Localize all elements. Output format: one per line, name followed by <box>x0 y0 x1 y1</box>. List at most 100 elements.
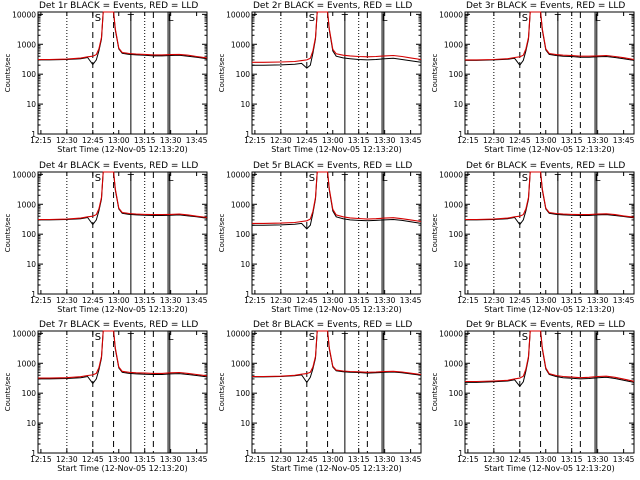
x-tick-label: 13:00 <box>535 136 557 145</box>
x-tick-label: 13:45 <box>400 296 422 305</box>
plot-frame <box>464 171 635 295</box>
detector-panel: Det 5r BLACK = Events, RED = LLD 12:15 12:… <box>218 161 422 314</box>
x-tick-label: 13:30 <box>374 455 396 464</box>
y-tick-label: 10000 <box>439 329 463 338</box>
y-tick-label: 1 <box>458 449 463 458</box>
x-tick-label: 12:30 <box>270 296 292 305</box>
x-tick-label: 12:45 <box>82 296 104 305</box>
x-tick-label: 12:30 <box>270 455 292 464</box>
y-tick-label: 100 <box>449 70 464 79</box>
y-tick-label: 10 <box>240 260 250 269</box>
event-marker-label: S <box>95 332 101 343</box>
event-marker-label: S <box>522 13 528 24</box>
event-marker-label: T <box>341 173 349 184</box>
x-tick-label: 12:30 <box>56 296 78 305</box>
event-marker-label: S <box>309 13 315 24</box>
series-line-events <box>465 171 635 226</box>
x-tick-label: 13:45 <box>186 296 208 305</box>
event-marker-label: T <box>127 13 135 24</box>
x-axis-label: Start Time (12-Nov-05 12:13:20) <box>271 464 401 473</box>
y-tick-label: 10000 <box>226 329 250 338</box>
event-marker-label: L <box>382 332 388 343</box>
x-tick-label: 12:45 <box>509 455 531 464</box>
x-tick-label: 13:15 <box>134 296 156 305</box>
x-tick-label: 13:15 <box>348 455 370 464</box>
x-tick-label: 13:30 <box>160 455 182 464</box>
series-line-events <box>252 171 422 230</box>
x-tick-label: 13:15 <box>348 136 370 145</box>
x-tick-label: 12:15 <box>244 296 266 305</box>
y-tick-label: 1 <box>458 130 463 139</box>
series-line-events <box>252 330 422 384</box>
x-tick-label: 12:15 <box>457 296 479 305</box>
x-axis-label: Start Time (12-Nov-05 12:13:20) <box>57 145 187 154</box>
x-tick-label: 13:00 <box>535 455 557 464</box>
x-tick-label: 12:30 <box>483 455 505 464</box>
y-tick-label: 10 <box>26 419 36 428</box>
y-tick-label: 10 <box>240 100 250 109</box>
y-axis-label: Counts/sec <box>218 54 226 93</box>
series-line-lld <box>38 330 208 379</box>
event-marker-label: T <box>554 173 562 184</box>
y-axis-label: Counts/sec <box>4 54 12 93</box>
series-line-lld <box>252 171 422 224</box>
plot-frame <box>251 171 422 295</box>
x-tick-label: 13:30 <box>374 136 396 145</box>
series-line-events <box>38 171 208 226</box>
y-tick-label: 100 <box>22 389 37 398</box>
series-line-events <box>38 11 208 66</box>
y-axis-label: Counts/sec <box>431 214 439 253</box>
x-tick-label: 13:45 <box>400 136 422 145</box>
y-tick-label: 1000 <box>231 200 250 209</box>
x-tick-label: 12:15 <box>457 136 479 145</box>
y-tick-label: 1000 <box>231 40 250 49</box>
series-line-lld <box>465 330 635 383</box>
y-tick-label: 10000 <box>12 329 36 338</box>
series-line-events <box>465 11 635 67</box>
detector-panel: Det 1r BLACK = Events, RED = LLD 12:15 12:… <box>4 1 208 154</box>
event-marker-label: T <box>554 332 562 343</box>
x-tick-label: 12:30 <box>56 455 78 464</box>
series-line-lld <box>38 171 208 221</box>
detector-panel: Det 8r BLACK = Events, RED = LLD 12:15 12:… <box>218 320 422 473</box>
plot-frame <box>37 330 208 454</box>
y-tick-label: 10000 <box>12 170 36 179</box>
plot-frame <box>251 330 422 454</box>
event-marker-label: T <box>127 173 135 184</box>
event-marker-label: L <box>168 173 174 184</box>
y-axis-label: Counts/sec <box>218 214 226 253</box>
panel-title: Det 9r BLACK = Events, RED = LLD <box>466 320 625 330</box>
x-axis-label: Start Time (12-Nov-05 12:13:20) <box>484 305 614 314</box>
detector-panel: Det 7r BLACK = Events, RED = LLD 12:15 12:… <box>4 320 208 473</box>
series-line-events <box>252 11 422 69</box>
x-tick-label: 13:45 <box>613 296 635 305</box>
y-tick-label: 10 <box>26 100 36 109</box>
y-axis-label: Counts/sec <box>4 214 12 253</box>
x-tick-label: 12:45 <box>509 296 531 305</box>
series-line-lld <box>465 11 635 61</box>
x-tick-label: 12:45 <box>296 136 318 145</box>
x-tick-label: 12:15 <box>30 455 52 464</box>
event-marker-label: S <box>95 13 101 24</box>
detector-panel: Det 2r BLACK = Events, RED = LLD 12:15 12:… <box>218 1 422 154</box>
y-axis-label: Counts/sec <box>431 54 439 93</box>
y-tick-label: 1000 <box>444 200 463 209</box>
x-axis-label: Start Time (12-Nov-05 12:13:20) <box>484 145 614 154</box>
y-axis-label: Counts/sec <box>4 373 12 412</box>
y-tick-label: 10000 <box>12 10 36 19</box>
x-tick-label: 13:00 <box>108 136 130 145</box>
x-tick-label: 12:45 <box>509 136 531 145</box>
y-tick-label: 1000 <box>17 200 36 209</box>
x-tick-label: 12:15 <box>30 136 52 145</box>
x-axis-label: Start Time (12-Nov-05 12:13:20) <box>57 464 187 473</box>
x-tick-label: 13:45 <box>613 136 635 145</box>
panel-title: Det 3r BLACK = Events, RED = LLD <box>466 1 625 11</box>
y-tick-label: 10 <box>453 419 463 428</box>
x-tick-label: 12:45 <box>296 455 318 464</box>
x-tick-label: 13:30 <box>587 455 609 464</box>
x-tick-label: 13:30 <box>160 136 182 145</box>
panel-title: Det 4r BLACK = Events, RED = LLD <box>39 161 198 171</box>
event-marker-label: T <box>341 13 349 24</box>
x-tick-label: 13:15 <box>134 455 156 464</box>
panel-title: Det 2r BLACK = Events, RED = LLD <box>253 1 412 11</box>
